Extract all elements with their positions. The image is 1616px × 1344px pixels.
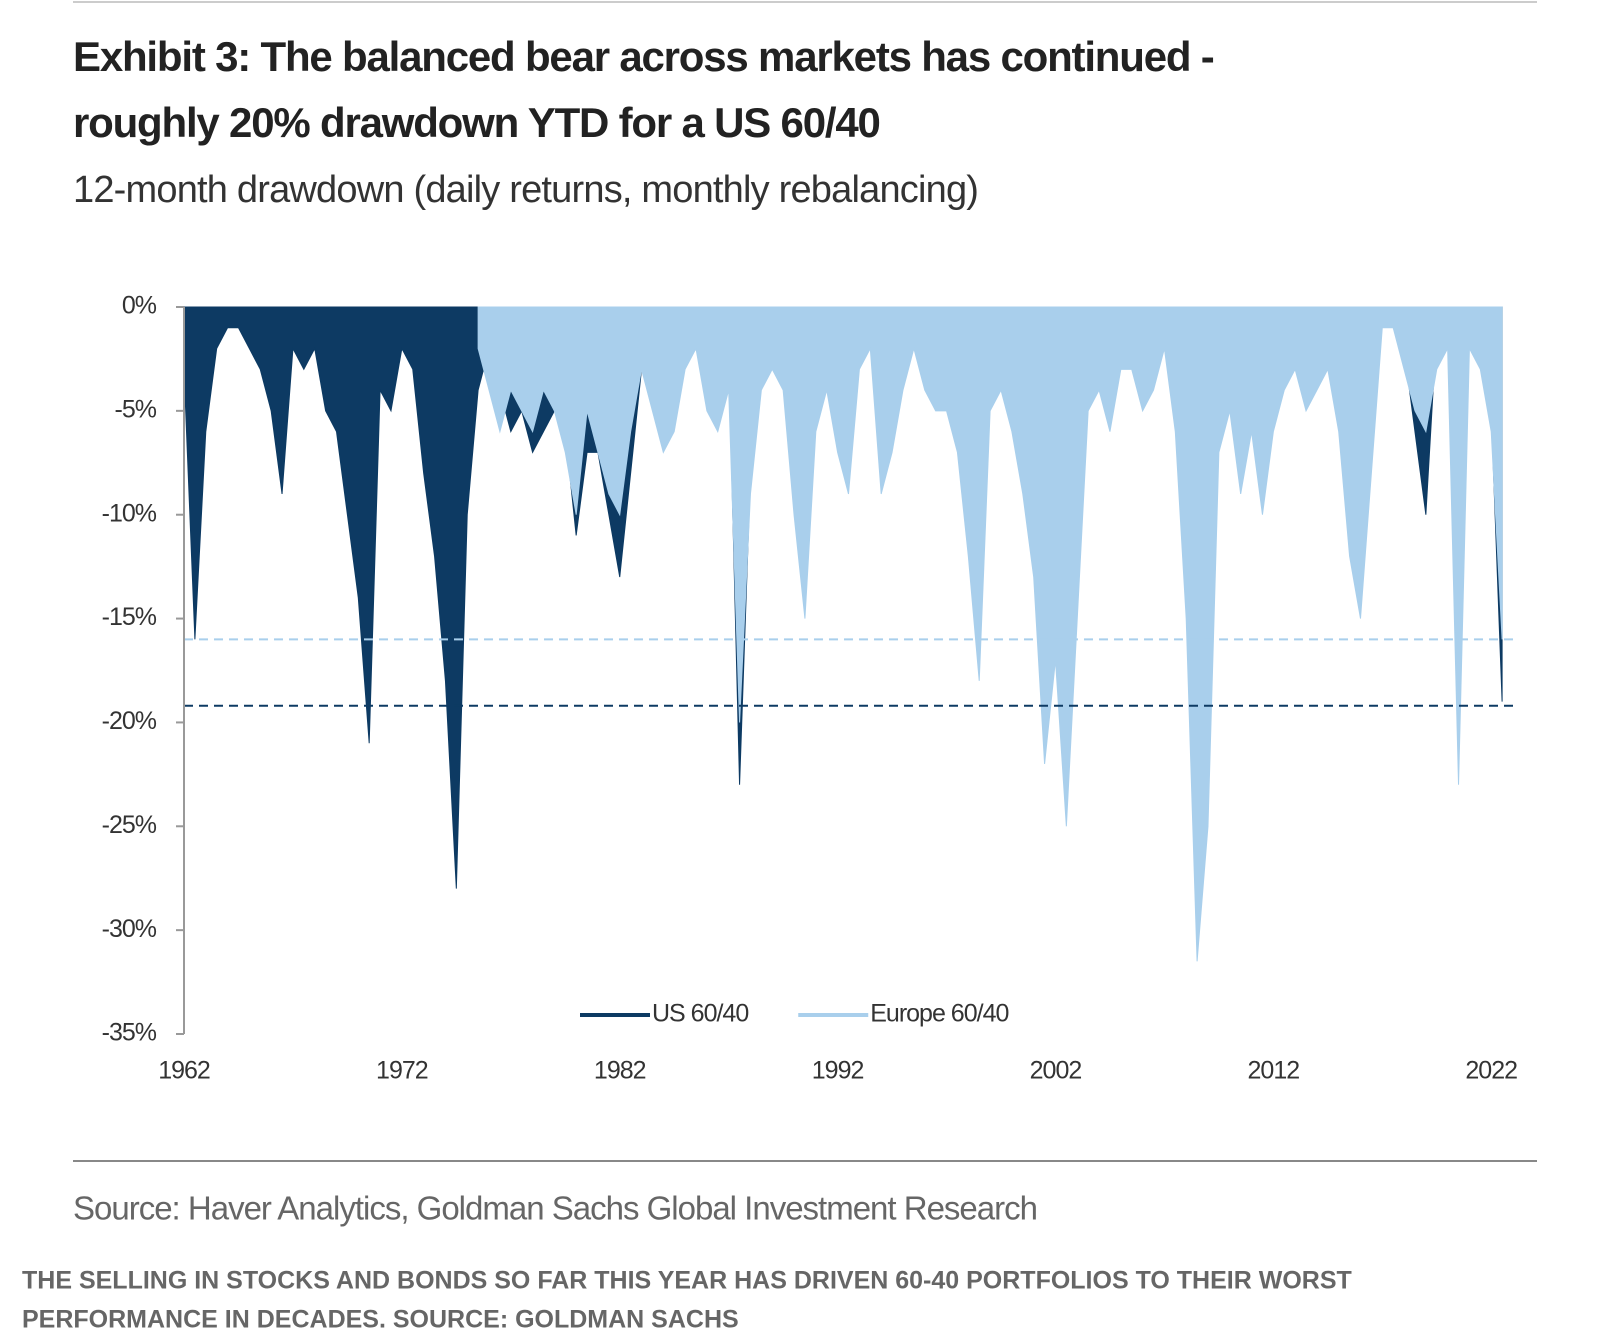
- chart-title: Exhibit 3: The balanced bear across mark…: [73, 33, 1214, 80]
- area: [477, 306, 1503, 962]
- y-tick-label: 0%: [122, 292, 157, 320]
- y-tick-label: -5%: [115, 395, 157, 423]
- x-tick-label: 1962: [158, 1057, 210, 1085]
- chart-subtitle: 12-month drawdown (daily returns, monthl…: [73, 169, 978, 211]
- y-tick-label: -35%: [102, 1019, 157, 1047]
- x-tick-label: 2012: [1248, 1057, 1300, 1085]
- caption: PERFORMANCE IN DECADES. SOURCE: GOLDMAN …: [22, 1306, 739, 1334]
- y-tick-label: -30%: [102, 915, 157, 943]
- source: Source: Haver Analytics, Goldman Sachs G…: [73, 1190, 1037, 1227]
- y-tick-label: -10%: [102, 499, 157, 527]
- x-tick-label: 2002: [1030, 1057, 1082, 1085]
- x-tick-label: 1992: [812, 1057, 864, 1085]
- legend-label: US 60/40: [652, 1000, 748, 1028]
- x-tick-label: 1982: [594, 1057, 646, 1085]
- chart-title: roughly 20% drawdown YTD for a US 60/40: [73, 99, 880, 146]
- legend-label: Europe 60/40: [870, 1000, 1008, 1028]
- x-tick-label: 2022: [1465, 1057, 1517, 1085]
- y-tick-label: -25%: [102, 811, 157, 839]
- y-tick-label: -15%: [102, 603, 157, 631]
- x-tick-label: 1972: [376, 1057, 428, 1085]
- caption: THE SELLING IN STOCKS AND BONDS SO FAR T…: [22, 1267, 1352, 1295]
- y-tick-label: -20%: [102, 707, 157, 735]
